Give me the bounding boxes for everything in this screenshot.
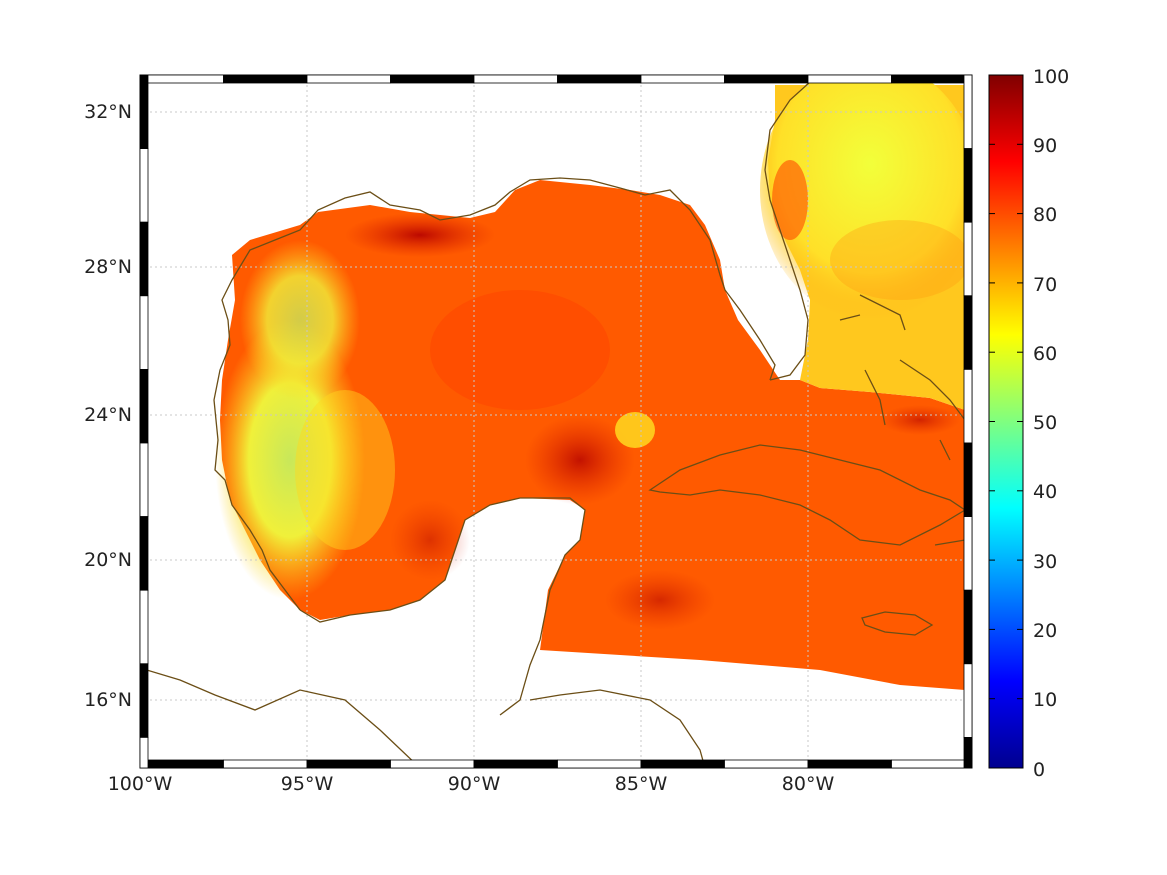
frame-block xyxy=(963,737,973,769)
frame-block xyxy=(963,74,973,149)
frame-block xyxy=(223,74,308,84)
central-america-coastline xyxy=(140,667,421,768)
frame-block xyxy=(963,589,973,665)
y-tick-label: 16°N xyxy=(84,689,132,711)
frame-block xyxy=(891,759,973,769)
x-tick-label: 100°W xyxy=(108,773,173,795)
y-tick-label: 24°N xyxy=(84,404,132,426)
colorbar-tick-label: 70 xyxy=(1033,274,1057,296)
frame-block xyxy=(306,759,391,769)
frame-block xyxy=(139,221,149,297)
frame-block xyxy=(963,295,973,370)
colorbar-tick-label: 10 xyxy=(1033,689,1057,711)
colorbar-tick-label: 0 xyxy=(1033,759,1045,781)
gulf-coastline xyxy=(213,177,776,611)
frame-block xyxy=(963,663,973,738)
frame-block xyxy=(139,663,149,738)
frame-block xyxy=(640,74,725,84)
y-tick-label: 20°N xyxy=(84,549,132,571)
colorbar-tick-label: 90 xyxy=(1033,135,1057,157)
frame-block xyxy=(807,759,892,769)
frame-block xyxy=(139,148,149,223)
honduras-coastline xyxy=(529,689,706,768)
x-tick-label: 80°W xyxy=(782,773,835,795)
cuba-coastline xyxy=(648,444,967,546)
colorbar-tick-label: 40 xyxy=(1033,481,1057,503)
frame-block xyxy=(963,516,973,591)
frame-block xyxy=(640,759,725,769)
colorbar-tick-label: 50 xyxy=(1033,412,1057,434)
frame-block xyxy=(139,759,224,769)
colorbar-tick-label: 20 xyxy=(1033,620,1057,642)
hispaniola-coastline xyxy=(934,539,966,546)
sst-field xyxy=(215,75,972,690)
frame-block xyxy=(139,737,149,769)
coastlines xyxy=(140,81,967,768)
frame-block xyxy=(963,148,973,223)
x-tick-label: 85°W xyxy=(615,773,668,795)
frame-block xyxy=(139,74,224,84)
frame-block xyxy=(390,74,475,84)
frame-block xyxy=(724,74,809,84)
frame-block xyxy=(963,221,973,297)
frame-block xyxy=(557,74,642,84)
frame-ticks xyxy=(139,74,973,769)
frame-block xyxy=(139,516,149,591)
colorbar-tick-label: 100 xyxy=(1033,66,1069,88)
frame-block xyxy=(963,368,973,444)
frame-block xyxy=(473,759,558,769)
frame-block xyxy=(390,759,475,769)
colorbar-ticks xyxy=(989,74,1023,769)
colorbar-tick-label: 80 xyxy=(1033,204,1057,226)
frame-block xyxy=(557,759,642,769)
frame-block xyxy=(139,295,149,370)
y-tick-label: 32°N xyxy=(84,101,132,123)
frame-block xyxy=(891,74,973,84)
frame-block xyxy=(807,74,892,84)
x-tick-label: 95°W xyxy=(281,773,334,795)
x-tick-label: 90°W xyxy=(448,773,501,795)
y-axis-labels: 32°N 28°N 24°N 20°N 16°N xyxy=(84,101,132,711)
frame-block xyxy=(963,442,973,517)
florida-coastline xyxy=(764,81,811,381)
colorbar: 100 90 80 70 60 50 40 30 20 10 0 xyxy=(988,66,1069,781)
frame-block xyxy=(724,759,809,769)
jamaica-coastline xyxy=(861,611,934,636)
colorbar-labels: 100 90 80 70 60 50 40 30 20 10 0 xyxy=(1033,66,1069,781)
y-tick-label: 28°N xyxy=(84,256,132,278)
grid-lines xyxy=(140,75,972,768)
colorbar-tick-label: 60 xyxy=(1033,343,1057,365)
frame-block xyxy=(306,74,391,84)
frame-block xyxy=(139,368,149,444)
frame-block xyxy=(473,74,558,84)
yucatan-coastline xyxy=(299,497,586,716)
frame-block xyxy=(139,589,149,665)
colorbar-tick-label: 30 xyxy=(1033,551,1057,573)
frame-block xyxy=(139,442,149,517)
frame-block xyxy=(223,759,308,769)
frame-block xyxy=(139,74,149,149)
x-axis-labels: 100°W 95°W 90°W 85°W 80°W xyxy=(108,773,835,795)
bahamas-coastline xyxy=(839,294,966,461)
